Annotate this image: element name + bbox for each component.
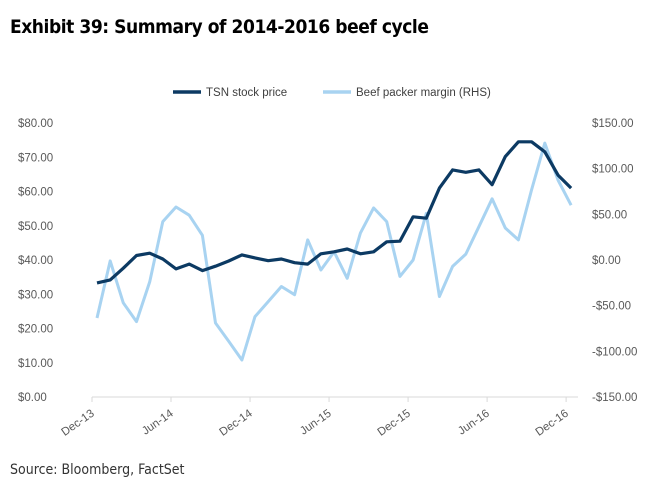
x-tick-label: Jun-14 — [140, 407, 176, 437]
series-line-tsn-stock-price — [96, 140, 573, 285]
x-tick-label: Dec-14 — [218, 407, 256, 438]
right-tick-label: -$150.00 — [592, 392, 637, 404]
right-tick-label: $100.00 — [592, 164, 634, 176]
right-tick-label: $50.00 — [592, 209, 627, 221]
x-tick-label: Jun-15 — [298, 408, 334, 438]
right-tick-label: -$100.00 — [592, 346, 637, 358]
left-tick-label: $80.00 — [18, 118, 53, 130]
left-tick-label: $30.00 — [18, 289, 53, 301]
x-tick-label: Dec-13 — [59, 408, 96, 439]
left-tick-label: $0.00 — [18, 392, 47, 404]
x-tick-label: Jun-16 — [456, 408, 492, 438]
legend-label: TSN stock price — [206, 87, 287, 99]
legend-label: Beef packer margin (RHS) — [356, 87, 491, 99]
x-tick-label: Dec-15 — [376, 408, 413, 439]
exhibit-title: Exhibit 39: Summary of 2014-2016 beef cy… — [10, 16, 429, 38]
right-tick-label: $0.00 — [592, 255, 621, 267]
left-tick-label: $50.00 — [18, 221, 53, 233]
left-tick-label: $70.00 — [18, 152, 53, 164]
source-note: Source: Bloomberg, FactSet — [10, 462, 185, 478]
right-tick-label: -$50.00 — [592, 301, 631, 313]
left-tick-label: $10.00 — [18, 358, 53, 370]
right-tick-label: $150.00 — [592, 118, 634, 130]
left-tick-label: $20.00 — [18, 324, 53, 336]
left-tick-label: $40.00 — [18, 255, 53, 267]
left-tick-label: $60.00 — [18, 187, 53, 199]
x-tick-label: Dec-16 — [534, 408, 571, 439]
